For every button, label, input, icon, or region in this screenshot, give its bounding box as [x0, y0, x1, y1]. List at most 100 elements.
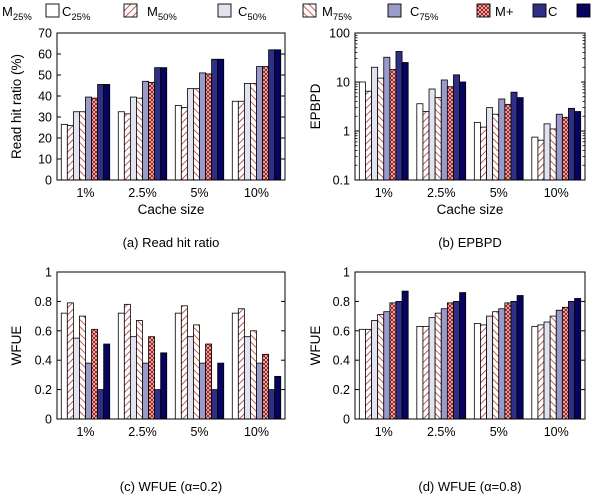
bar — [395, 51, 403, 181]
legend-label: C — [548, 4, 557, 19]
bar — [358, 328, 366, 420]
bar — [377, 314, 385, 420]
legend-item-mplus: M+ — [495, 3, 547, 19]
bar — [383, 311, 391, 420]
y-tick-label: 0 — [45, 174, 52, 188]
bar — [129, 336, 137, 420]
bar — [160, 352, 168, 420]
y-tick-label: 10 — [38, 153, 52, 167]
bar — [383, 56, 391, 181]
bar — [422, 111, 430, 181]
y-tick-label: 0.4 — [333, 354, 350, 368]
plot-frame — [354, 32, 586, 181]
bar — [79, 315, 86, 420]
y-tick-label: 60 — [38, 48, 52, 62]
bar — [231, 100, 239, 181]
legend-swatch — [123, 3, 138, 18]
bar — [211, 389, 219, 420]
bar — [371, 66, 379, 181]
bar — [154, 67, 162, 181]
bar — [180, 107, 188, 181]
bar — [389, 302, 397, 420]
y-tick-label: 0.6 — [35, 324, 52, 338]
y-tick-label: 30 — [38, 111, 52, 125]
x-tick-label: 10% — [544, 186, 569, 200]
x-tick-label: 5% — [190, 425, 208, 439]
bar — [446, 86, 454, 181]
x-axis-label: Cache size — [437, 202, 504, 217]
bar — [250, 330, 257, 420]
legend-label: C50% — [238, 4, 267, 23]
bar — [537, 139, 545, 181]
bar — [199, 72, 206, 181]
bar — [365, 328, 372, 420]
bar — [136, 97, 143, 181]
bar — [459, 292, 467, 420]
legend-item-m25: M25% — [2, 3, 60, 23]
bar — [91, 97, 99, 181]
legend-swatch — [476, 3, 491, 18]
plot-frame — [56, 32, 286, 181]
bar — [389, 69, 397, 181]
bar — [211, 58, 219, 181]
legend-label: M75% — [322, 4, 352, 23]
y-tick-label: 0.2 — [333, 383, 350, 397]
bar — [531, 136, 539, 181]
bar — [148, 81, 156, 181]
bar — [117, 111, 125, 181]
bar — [555, 113, 563, 181]
bar — [574, 298, 582, 420]
x-tick-label: 2.5% — [427, 186, 456, 200]
chart-panel-d: 0 0.2 0.4 0.6 0.8 1 1% 2.5% 5% 10% WFUE (d) WFUE (α… — [308, 266, 586, 494]
bar — [205, 343, 213, 420]
bar — [148, 336, 156, 420]
bar — [416, 325, 424, 420]
bar — [256, 362, 263, 420]
bar — [401, 290, 409, 420]
x-tick-label: 10% — [244, 186, 269, 200]
bar — [250, 83, 257, 181]
bar — [97, 389, 105, 420]
panel-caption: (b) EPBPD — [438, 235, 502, 250]
x-tick-label: 5% — [490, 425, 508, 439]
bar — [85, 362, 92, 420]
legend-swatch — [302, 3, 317, 18]
bar — [504, 103, 512, 181]
bar — [516, 97, 524, 181]
bar — [142, 80, 149, 181]
chart-panel-b: 0.1 1 10 100 1% 2.5% 5% 10% EPBPD Cache size (b) E… — [308, 27, 586, 250]
bar — [440, 79, 448, 181]
bar — [243, 83, 251, 181]
y-tick-label: 0.1 — [333, 174, 350, 188]
bar — [205, 73, 213, 181]
bar — [66, 302, 74, 420]
y-tick-label: 40 — [38, 90, 52, 104]
plot-frame — [56, 271, 286, 420]
bar — [434, 312, 442, 420]
bar — [498, 308, 506, 420]
legend: M25% C25% M50% C50% M75% C75% M+ C — [2, 3, 591, 23]
y-tick-label: 20 — [38, 132, 52, 146]
bar — [422, 325, 430, 420]
bar — [72, 337, 80, 420]
bar — [123, 113, 131, 181]
legend-label: C25% — [62, 4, 91, 23]
bar — [549, 315, 557, 420]
bar — [473, 121, 481, 181]
legend-swatch — [532, 3, 547, 18]
panel-caption: (d) WFUE (α=0.8) — [418, 479, 521, 494]
bar — [531, 325, 539, 420]
legend-label: M25% — [2, 4, 32, 23]
y-tick-label: 0.8 — [333, 295, 350, 309]
bar — [217, 58, 225, 181]
bar — [85, 96, 92, 181]
bar — [186, 88, 194, 181]
bar — [142, 362, 149, 420]
legend-swatch — [576, 3, 591, 18]
bar — [256, 66, 263, 181]
bar — [401, 62, 409, 181]
bar — [440, 308, 448, 420]
bar — [395, 300, 403, 420]
bar — [174, 105, 182, 181]
